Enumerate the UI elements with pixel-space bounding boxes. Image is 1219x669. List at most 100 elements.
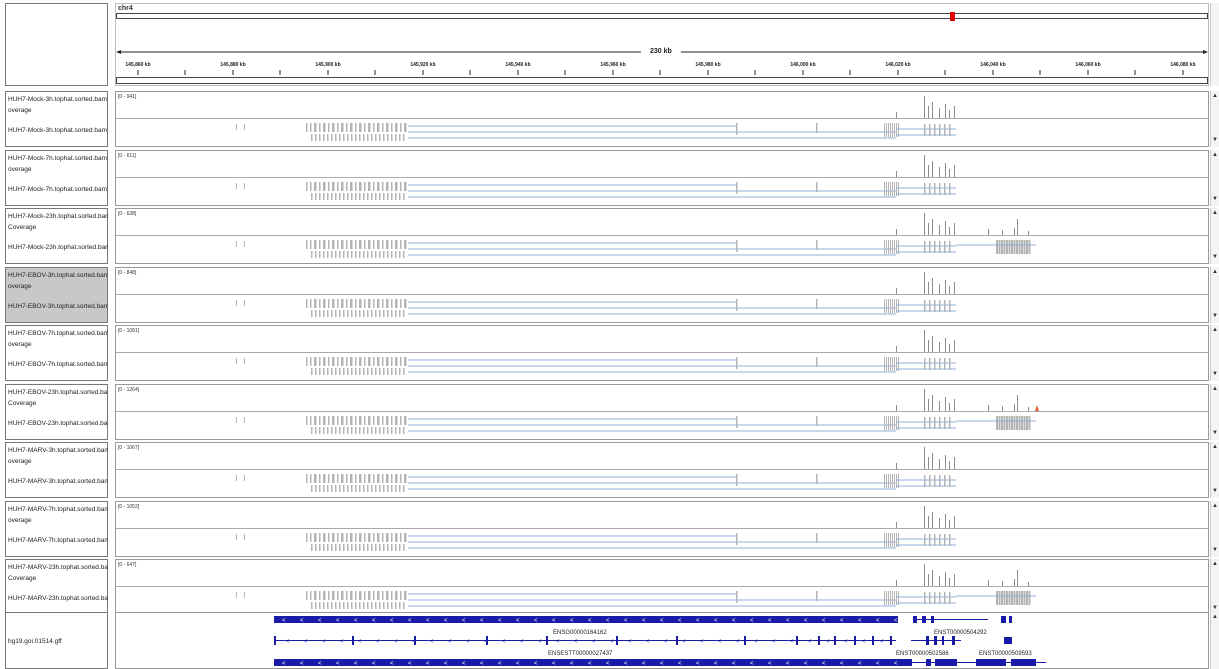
track-name-panel[interactable]: HUH7-MARV-3h.tophat.sorted.bam overage H… — [5, 442, 108, 498]
alignment-panel[interactable]: [0 - 1081] — [115, 325, 1209, 381]
scroll-up-icon[interactable]: ▲ — [1212, 151, 1218, 158]
track-name-panel[interactable]: HUH7-EBOV-23h.tophat.sorted.ba Coverage … — [5, 383, 108, 440]
alignment-svg[interactable] — [116, 560, 1209, 615]
track-scrollbar[interactable]: ▲ ▼ — [1210, 208, 1219, 264]
coverage-track-suffix: overage — [8, 516, 32, 524]
track-name-panel[interactable]: HUH7-MARV-7h.tophat.sorted.bam overage H… — [5, 500, 108, 557]
read-block — [396, 298, 398, 308]
gene-label-5[interactable]: ENST00000509593 — [979, 651, 1032, 657]
track-name-panel[interactable]: HUH7-Mock-7h.tophat.sorted.bam overage H… — [5, 149, 108, 206]
reads-track-label[interactable]: HUH7-Mock-3h.tophat.sorted.bam — [8, 127, 107, 134]
scroll-down-icon[interactable]: ▼ — [1212, 546, 1218, 553]
alignment-svg[interactable] — [116, 151, 1209, 206]
alignment-panel[interactable]: [0 - 638] — [115, 208, 1209, 264]
annotation-panel[interactable]: < < < < < < < < < < < < < < < < < < < < < < < < < < < < < < < < < < < < < < <… — [115, 612, 1209, 669]
read-block — [373, 532, 375, 542]
scroll-down-icon[interactable]: ▼ — [1212, 254, 1218, 260]
alignment-panel[interactable]: [0 - 1052] — [115, 500, 1209, 557]
current-locus-marker[interactable] — [950, 12, 955, 21]
scroll-up-icon[interactable]: ▲ — [1212, 561, 1218, 567]
read-block — [314, 357, 316, 366]
scroll-up-icon[interactable]: ▲ — [1212, 327, 1218, 333]
scroll-down-icon[interactable]: ▼ — [1212, 312, 1218, 319]
coverage-track-label[interactable]: HUH7-EBOV-23h.tophat.sorted.ba — [8, 388, 108, 396]
reads-track-label[interactable]: HUH7-Mock-7h.tophat.sorted.bam — [8, 185, 107, 193]
alignment-panel[interactable]: [0 - 611] — [115, 149, 1209, 206]
track-scrollbar[interactable]: ▲ ▼ — [1210, 91, 1219, 147]
coverage-track-label[interactable]: HUH7-MARV-3h.tophat.sorted.bam — [8, 447, 108, 454]
scroll-down-icon[interactable]: ▼ — [1212, 488, 1218, 494]
coverage-track-label[interactable]: HUH7-MARV-23h.tophat.sorted.ba — [8, 564, 108, 571]
scroll-up-icon[interactable]: ▲ — [1212, 268, 1218, 275]
coverage-track-label[interactable]: HUH7-EBOV-7h.tophat.sorted.bam — [8, 330, 108, 337]
scroll-down-icon[interactable]: ▼ — [1212, 429, 1218, 436]
track-scrollbar[interactable]: ▲ ▼ — [1210, 325, 1219, 381]
gene-label-4[interactable]: ENST00000502586 — [896, 651, 949, 657]
track-scrollbar[interactable]: ▲ ▼ — [1210, 442, 1219, 498]
alignment-svg[interactable] — [116, 443, 1209, 498]
alignment-panel[interactable]: [0 - 848] — [115, 266, 1209, 323]
coverage-track-label[interactable]: HUH7-Mock-3h.tophat.sorted.bam — [8, 96, 107, 103]
alignment-svg[interactable] — [116, 209, 1209, 264]
scroll-up-icon[interactable]: ▲ — [1212, 444, 1218, 450]
alignment-svg[interactable] — [116, 502, 1209, 557]
gene-model-svg[interactable]: < < < < < < < < < < < < < < < < < < < < < < < < < < < < < < < < < < < < < < <… — [116, 613, 1209, 669]
track-name-panel[interactable]: HUH7-Mock-3h.tophat.sorted.bam overage H… — [5, 91, 108, 147]
track-name-panel[interactable]: HUH7-MARV-23h.tophat.sorted.ba Coverage … — [5, 559, 108, 615]
scroll-up-icon[interactable]: ▲ — [1212, 210, 1218, 216]
alignment-panel[interactable]: [0 - 1264] — [115, 383, 1209, 440]
read-block — [323, 543, 325, 551]
track-scrollbar[interactable]: ▲ ▼ — [1210, 500, 1219, 557]
track-scrollbar[interactable]: ▲ ▼ — [1210, 383, 1219, 440]
track-scrollbar[interactable]: ▲ ▼ — [1210, 266, 1219, 323]
read-block — [331, 251, 333, 258]
alignment-svg[interactable] — [116, 268, 1209, 323]
alignment-svg[interactable] — [116, 92, 1209, 147]
reads-track-label[interactable]: HUH7-EBOV-3h.tophat.sorted.bam — [8, 302, 108, 310]
read-block — [377, 298, 379, 308]
read-block — [319, 251, 321, 258]
gene-label-2[interactable]: ENST00000504292 — [934, 630, 987, 636]
gene-label-3[interactable]: ENSESTT00000027437 — [548, 651, 613, 657]
alignment-panel[interactable]: [0 - 1067] — [115, 442, 1209, 498]
scroll-up-icon[interactable]: ▲ — [1212, 93, 1218, 99]
reads-track-label[interactable]: HUH7-MARV-3h.tophat.sorted.bam — [8, 478, 108, 485]
reads-track-label[interactable]: HUH7-EBOV-7h.tophat.sorted.bam — [8, 361, 108, 368]
scroll-up-icon[interactable]: ▲ — [1212, 385, 1218, 392]
ruler-scrollbar[interactable] — [1210, 3, 1219, 86]
coverage-track-label[interactable]: HUH7-EBOV-3h.tophat.sorted.bam — [8, 271, 108, 279]
reads-track-label[interactable]: HUH7-MARV-23h.tophat.sorted.ba — [8, 595, 108, 602]
coverage-track-label[interactable]: HUH7-MARV-7h.tophat.sorted.bam — [8, 505, 108, 513]
track-scrollbar[interactable]: ▲ ▼ — [1210, 149, 1219, 206]
reads-track-label[interactable]: HUH7-Mock-23h.tophat.sorted.bam — [8, 244, 108, 251]
scroll-down-icon[interactable]: ▼ — [1212, 195, 1218, 202]
coverage-track-label[interactable]: HUH7-Mock-23h.tophat.sorted.bam — [8, 213, 108, 220]
chromosome-ideogram[interactable] — [116, 13, 1208, 19]
track-name-panel[interactable]: HUH7-EBOV-7h.tophat.sorted.bam overage H… — [5, 325, 108, 381]
track-scrollbar[interactable]: ▲ ▼ — [1210, 559, 1219, 615]
read-block — [310, 532, 312, 542]
coverage-track-label[interactable]: HUH7-Mock-7h.tophat.sorted.bam — [8, 154, 107, 162]
gene-label-1[interactable]: ENSG00000164162 — [553, 630, 607, 636]
reads-track-label[interactable]: HUH7-MARV-7h.tophat.sorted.bam — [8, 536, 108, 544]
annotation-track-label[interactable]: hg19.goi.01514.gff — [8, 638, 62, 645]
read-block — [383, 192, 385, 200]
annotation-scrollbar[interactable]: ▲ — [1210, 612, 1219, 669]
scroll-down-icon[interactable]: ▼ — [1212, 371, 1218, 377]
scroll-down-icon[interactable]: ▼ — [1212, 605, 1218, 611]
read-block — [319, 426, 321, 434]
alignment-panel[interactable]: [0 - 647] — [115, 559, 1209, 615]
read-block — [890, 591, 891, 605]
scroll-up-icon[interactable]: ▲ — [1212, 502, 1218, 509]
reads-track-label[interactable]: HUH7-EBOV-23h.tophat.sorted.ba — [8, 419, 108, 427]
read-block — [323, 474, 325, 483]
scroll-down-icon[interactable]: ▼ — [1212, 137, 1218, 143]
scroll-up-icon[interactable]: ▲ — [1212, 614, 1218, 620]
alignment-panel[interactable]: [0 - 941] — [115, 91, 1209, 147]
read-block — [383, 251, 385, 258]
alignment-svg[interactable] — [116, 385, 1209, 440]
track-name-panel[interactable]: HUH7-Mock-23h.tophat.sorted.bam Coverage… — [5, 208, 108, 264]
exon-block — [352, 636, 354, 645]
track-name-panel[interactable]: HUH7-EBOV-3h.tophat.sorted.bam overage H… — [5, 266, 108, 323]
alignment-svg[interactable] — [116, 326, 1209, 381]
